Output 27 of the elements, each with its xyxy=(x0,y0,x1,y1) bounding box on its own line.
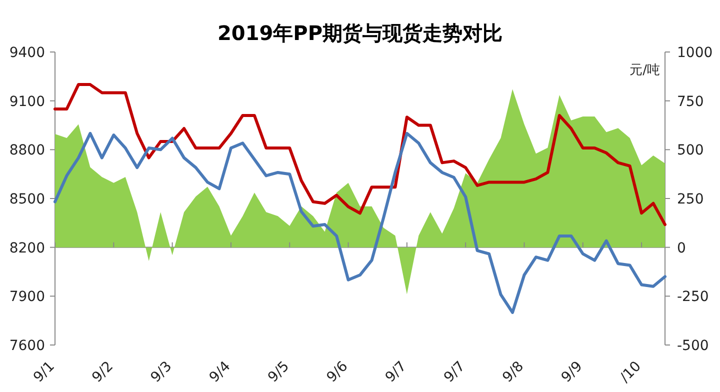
y-tick-label: 8200 xyxy=(9,240,45,256)
x-tick-label: 9/4 xyxy=(206,358,234,386)
x-tick-label: 9/7 xyxy=(382,358,410,386)
y2-tick-label: -250 xyxy=(677,289,709,306)
y-tick-label: 8500 xyxy=(9,192,45,208)
y-tick-label: 8800 xyxy=(9,142,45,159)
x-tick-label: 9/6 xyxy=(324,358,352,386)
chart-title: 2019年PP期货与现货走势对比 xyxy=(218,21,502,45)
y2-tick-label: 250 xyxy=(677,192,704,208)
y-tick-label: 9400 xyxy=(9,45,45,61)
x-tick-label: 9/2 xyxy=(89,358,116,386)
y2-tick-label: 1000 xyxy=(677,45,713,61)
x-tick-label: 9/1 xyxy=(30,358,58,386)
y2-axis-title: 元/吨 xyxy=(630,63,660,78)
y2-tick-label: 500 xyxy=(677,142,704,159)
y2-tick-label: 750 xyxy=(677,94,704,110)
x-tick-label: 9/5 xyxy=(265,358,292,386)
x-tick-label: 9/7 xyxy=(441,358,468,386)
x-tick-label: /10 xyxy=(617,358,644,386)
x-tick-label: 9/3 xyxy=(148,358,176,386)
y-tick-label: 7900 xyxy=(9,289,45,306)
x-tick-label: 9/9 xyxy=(558,358,586,386)
y-tick-label: 9100 xyxy=(9,94,45,110)
y-tick-label: 7600 xyxy=(9,338,45,354)
y2-tick-label: 0 xyxy=(677,240,686,256)
x-tick-label: 9/8 xyxy=(500,358,528,386)
y2-tick-label: -500 xyxy=(677,338,709,354)
